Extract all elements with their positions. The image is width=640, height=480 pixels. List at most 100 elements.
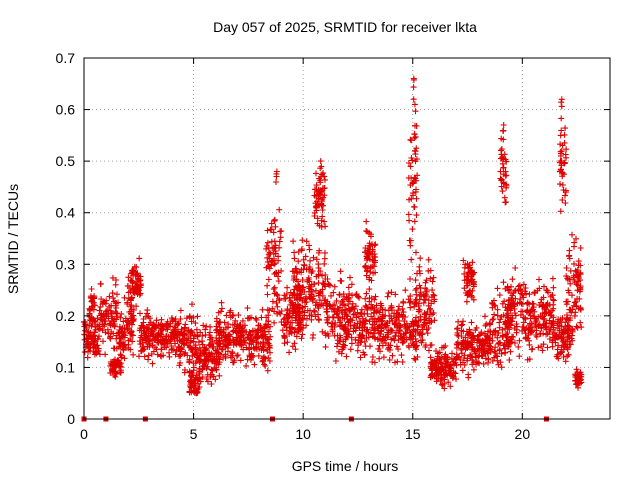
data-point: [307, 257, 313, 264]
data-point: [322, 249, 328, 256]
data-point: [91, 318, 98, 325]
data-point: [189, 301, 195, 308]
data-point: [540, 315, 547, 322]
data-point: [527, 320, 533, 327]
data-point: [505, 314, 512, 321]
data-point: [469, 287, 476, 294]
data-point: [422, 342, 429, 349]
data-point: [129, 338, 136, 345]
data-point: [117, 351, 124, 358]
data-point: [142, 335, 149, 342]
data-point: [265, 276, 272, 283]
data-point: [123, 322, 130, 328]
data-point: [266, 358, 273, 364]
data-point: [207, 323, 214, 330]
data-point: [387, 347, 393, 353]
data-point: [303, 293, 309, 300]
data-point: [125, 295, 132, 302]
data-point: [480, 345, 487, 352]
data-point: [230, 359, 237, 366]
data-point: [396, 303, 402, 310]
data-point: [276, 238, 283, 245]
data-point: [204, 363, 211, 370]
data-point: [298, 335, 305, 342]
data-point: [195, 339, 202, 346]
data-point: [507, 348, 514, 355]
data-point: [407, 276, 413, 282]
data-point: [388, 289, 395, 296]
data-point: [528, 346, 535, 353]
data-point: [406, 196, 413, 203]
data-point: [455, 333, 462, 339]
data-point: [271, 261, 278, 268]
data-point: [357, 331, 364, 338]
data-point: [454, 325, 460, 332]
data-point: [496, 292, 503, 299]
data-point: [410, 192, 416, 199]
data-point: [276, 206, 283, 213]
data-points: [81, 75, 585, 397]
data-point: [177, 330, 184, 337]
data-point: [501, 298, 508, 305]
data-point: [412, 108, 419, 115]
data-point: [131, 290, 138, 297]
data-point: [125, 289, 132, 296]
data-point: [409, 333, 416, 340]
data-point: [546, 325, 553, 332]
data-point: [366, 295, 373, 301]
data-point: [153, 325, 160, 332]
data-point: [218, 308, 224, 315]
data-point: [558, 99, 565, 106]
data-point: [188, 328, 195, 335]
data-point: [188, 384, 194, 391]
data-point: [122, 315, 129, 322]
data-point: [428, 341, 435, 348]
data-point: [270, 244, 277, 251]
data-point: [512, 312, 519, 319]
data-point: [276, 295, 282, 302]
data-point: [409, 226, 416, 233]
data-point: [315, 265, 322, 271]
data-point: [424, 320, 430, 327]
data-point: [471, 336, 478, 343]
data-point: [338, 323, 345, 330]
data-point: [338, 350, 345, 357]
data-point: [344, 313, 351, 320]
data-point: [334, 343, 340, 350]
data-point: [144, 325, 151, 332]
data-point: [536, 285, 543, 292]
data-point: [99, 327, 106, 334]
data-point: [438, 365, 444, 371]
data-point: [197, 329, 204, 336]
data-point: [199, 366, 206, 373]
data-point: [417, 284, 424, 291]
data-point: [555, 316, 562, 323]
data-point: [337, 317, 344, 324]
data-point: [567, 267, 574, 274]
data-point: [406, 160, 412, 166]
data-point: [333, 311, 340, 318]
data-point: [558, 115, 565, 122]
data-point: [102, 351, 109, 358]
data-point: [217, 351, 224, 358]
data-point: [313, 207, 320, 214]
data-point: [364, 304, 371, 311]
data-point: [532, 316, 539, 322]
data-point: [361, 324, 368, 331]
data-point: [445, 379, 452, 386]
data-point: [495, 340, 502, 347]
data-point: [560, 354, 567, 360]
data-point: [316, 177, 323, 184]
data-point: [127, 308, 134, 315]
data-point: [571, 279, 578, 285]
data-point: [120, 347, 127, 354]
data-point: [284, 306, 291, 312]
data-point: [563, 146, 570, 153]
data-point: [556, 322, 563, 329]
data-point: [449, 350, 455, 357]
data-point: [411, 131, 418, 138]
data-point: [334, 340, 341, 347]
data-point: [192, 380, 199, 387]
data-point: [512, 265, 519, 271]
data-point: [155, 321, 162, 328]
